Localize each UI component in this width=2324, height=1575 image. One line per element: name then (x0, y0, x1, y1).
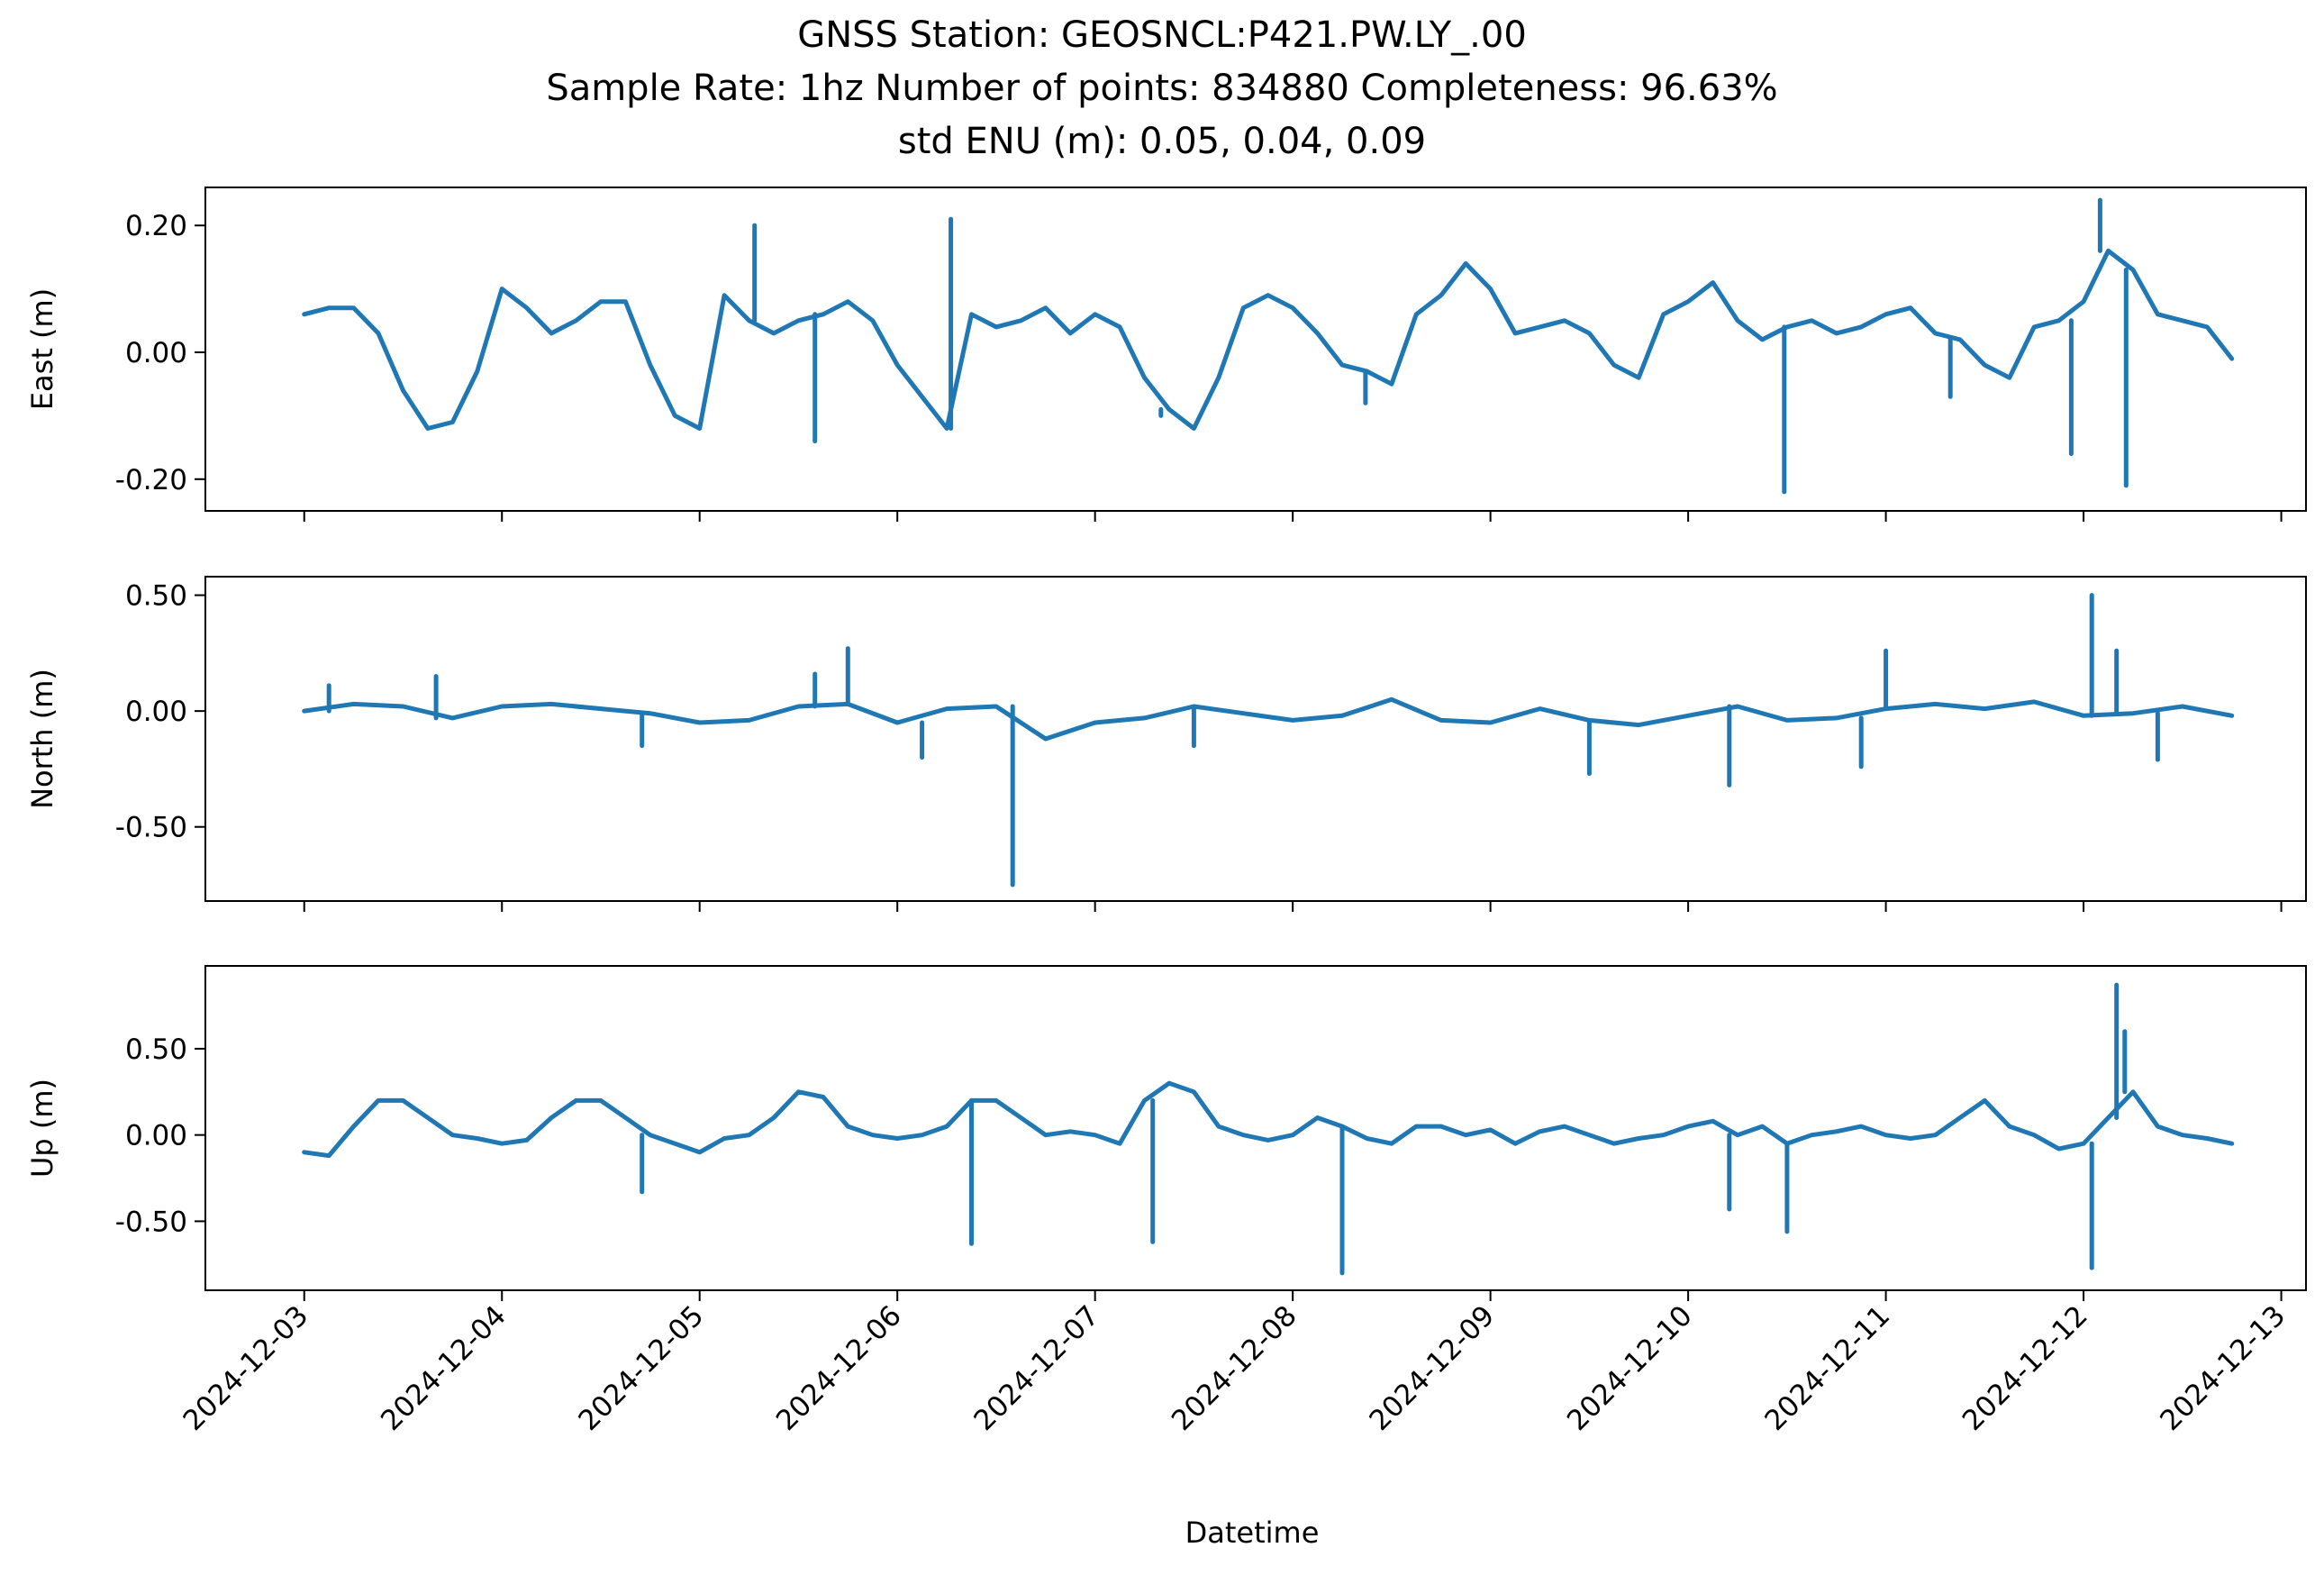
east-panel: 0.20 0.00 -0.20 East (m) (25, 187, 2307, 522)
north-y-tick-label-2: -0.50 (115, 812, 187, 844)
north-y-tick-label-0: 0.50 (125, 580, 187, 613)
east-y-axis-label: East (m) (25, 288, 59, 410)
x-axis-label: Datetime (1185, 1516, 1320, 1550)
north-axes-frame (204, 576, 2307, 902)
east-series-line (302, 248, 2235, 431)
up-axes-frame (204, 965, 2307, 1291)
east-y-tick-label-0: 0.20 (125, 210, 187, 242)
east-y-tick-label-2: -0.20 (115, 464, 187, 496)
up-y-axis-label: Up (m) (25, 1079, 59, 1178)
up-series-line (302, 1080, 2235, 1159)
up-y-tick-label-1: 0.00 (125, 1120, 187, 1152)
north-y-axis-label: North (m) (25, 669, 59, 809)
north-panel: 0.50 0.00 -0.50 North (m) (25, 576, 2307, 912)
figure-title-line-1: GNSS Station: GEOSNCL:P421.PW.LY_.00 (797, 14, 1527, 56)
north-series-line (302, 696, 2235, 742)
figure-title-line-3: std ENU (m): 0.05, 0.04, 0.09 (898, 121, 1426, 162)
north-y-tick-label-1: 0.00 (125, 696, 187, 728)
up-y-tick-label-2: -0.50 (115, 1206, 187, 1238)
east-axes-frame (204, 187, 2307, 512)
up-y-tick-label-0: 0.50 (125, 1033, 187, 1066)
figure-title-line-2: Sample Rate: 1hz Number of points: 83488… (546, 68, 1777, 109)
east-y-tick-label-1: 0.00 (125, 337, 187, 369)
